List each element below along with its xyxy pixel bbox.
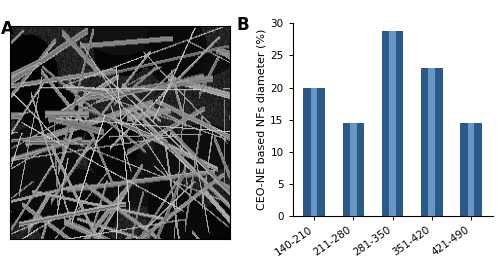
Bar — [311, 88, 318, 216]
Bar — [468, 123, 474, 216]
Text: B: B — [236, 16, 249, 34]
Bar — [304, 88, 325, 216]
Bar — [390, 31, 396, 216]
Bar — [350, 123, 356, 216]
Y-axis label: CEO-NE based NFs diameter (%): CEO-NE based NFs diameter (%) — [256, 29, 266, 210]
Bar — [421, 68, 442, 216]
Bar — [460, 123, 481, 216]
Bar — [382, 31, 404, 216]
Bar — [342, 123, 364, 216]
Text: A: A — [1, 20, 14, 38]
Bar — [428, 68, 435, 216]
